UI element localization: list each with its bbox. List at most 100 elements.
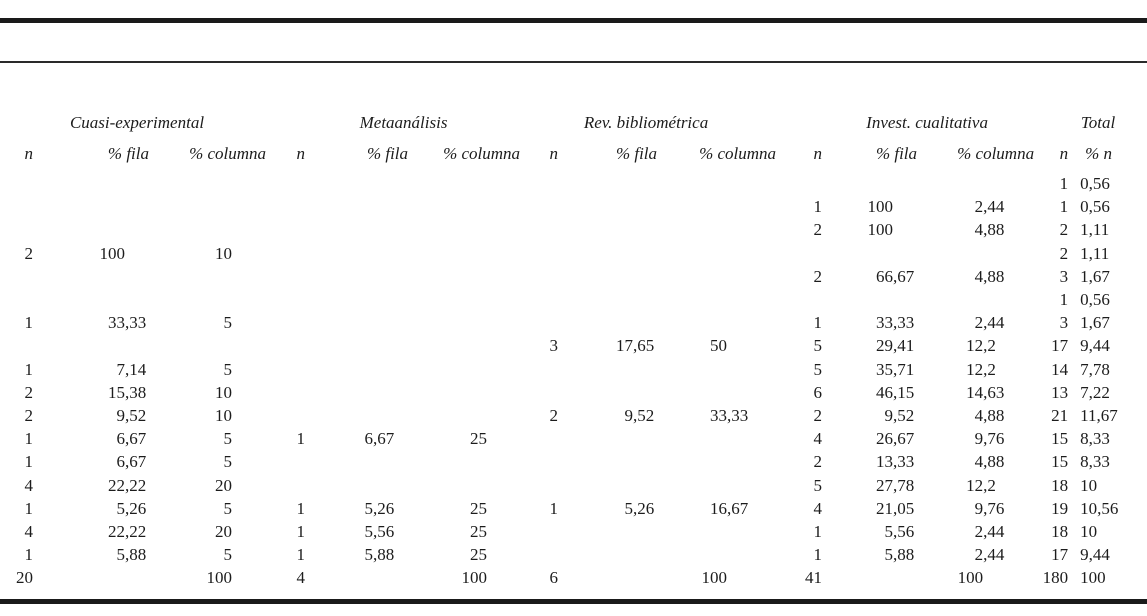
col-group-cuasi-experimental: Cuasi-experimental [69,113,205,132]
table-cell: 1 [813,545,823,565]
table-cell: 20 [16,568,33,588]
table-cell: 10 [215,406,233,426]
table-cell [256,265,305,288]
table-row: 2 100 10 2 1,11 [0,242,1147,265]
table-cell: 5,26 [364,498,395,518]
table-cell: 25 [470,498,488,518]
table-cell: 9,44 [1080,336,1110,356]
col-group-total: Total [1080,113,1116,132]
table-cell [558,566,657,589]
table-cell [0,172,33,195]
table-cell [305,218,397,241]
table-cell [256,381,305,404]
table-cell [397,288,511,311]
table-cell: 1 [24,498,34,518]
table-row: 1 100 2,44 1 0,56 [0,195,1147,218]
table-cell: 16,67 [710,498,749,518]
table-cell: 2,44 [974,522,1005,542]
table-cell [511,195,558,218]
table-cell [397,195,511,218]
table-cell [511,543,558,566]
table-cell: 25 [470,545,488,565]
table-cell [305,242,397,265]
top-thick-rule [0,18,1147,23]
table-cell: 15 [1051,452,1069,472]
table-cell: 2 [813,452,823,472]
table-cell: 100 [701,568,728,588]
table-cell: 5 [223,313,233,333]
table-row: 1 0,56 [0,172,1147,195]
table-cell [397,242,511,265]
table-cell: 5,88 [884,545,915,565]
table-cell: 9,52 [624,406,655,426]
header-meta-pct-fila: % fila [366,144,409,163]
table-cell [256,474,305,497]
header-rev-pct-columna: % columna [699,144,777,163]
table-cell [558,288,657,311]
table-cell: 1 [1059,290,1069,310]
header-invest-pct-fila: % fila [875,144,918,163]
table-cell [822,172,917,195]
table-cell [657,195,751,218]
table-cell: 5 [223,429,233,449]
table-cell: 5,56 [364,522,395,542]
table-row: 2 9,52 10 2 9,52 33,33 2 9,52 4,88 21 11,67 [0,404,1147,427]
header-cuasi-pct-columna: % columna [189,144,267,163]
col-group-metaanalisis: Metaanálisis [359,113,448,132]
table-cell [558,543,657,566]
table-cell: 14,63 [966,382,1005,402]
table-cell: 1 [296,522,306,542]
table-cell: 19 [1051,498,1069,518]
table-cell [33,566,149,589]
table-cell: 5,26 [624,498,655,518]
table-cell: 18 [1051,475,1069,495]
table-cell [256,288,305,311]
table-cell: 1 [296,429,306,449]
group-header-row: Cuasi-experimental Metaanálisis Rev. bib… [0,106,1147,140]
table-cell: 10 [215,382,233,402]
table-cell [511,358,558,381]
table-cell [305,566,397,589]
table-cell: 2 [1059,220,1069,240]
table-row: 1 6,67 5 1 6,67 25 4 26,67 9,76 15 8,33 [0,427,1147,450]
table-cell: 100 [957,568,984,588]
table-cell: 8,33 [1080,452,1110,472]
table-cell [511,218,558,241]
table-cell [305,288,397,311]
header-cuasi-n: n [24,144,34,163]
table-cell [657,288,751,311]
table-cell: 1 [1059,174,1069,193]
table-cell [33,288,149,311]
table-cell [256,195,305,218]
table-cell: 25 [470,429,488,449]
table-cell: 25 [470,522,488,542]
table-cell: 4,88 [974,406,1005,426]
table-cell: 13 [1051,382,1069,402]
table-cell: 8,33 [1080,429,1110,449]
table-cell: 2,44 [974,545,1005,565]
table-cell: 27,78 [876,475,915,495]
table-cell: 20 [215,475,233,495]
table-cell: 6,67 [116,452,147,472]
table-cell [149,195,256,218]
table-cell [657,520,751,543]
table-cell [149,265,256,288]
table-cell: 10,56 [1080,498,1119,518]
table-cell: 46,15 [876,382,915,402]
table-cell [558,311,657,334]
table-cell [305,311,397,334]
table-cell: 12,2 [966,475,996,495]
table-cell: 5 [813,359,823,379]
table-cell [256,450,305,473]
table-body: 1 0,56 1 100 2,44 1 0,56 2 100 4,88 2 1,11 2 100 10 2 1,… [0,172,1147,590]
table-cell: 4 [24,475,34,495]
table-cell: 66,67 [876,266,915,286]
table-cell: 1,11 [1080,243,1110,263]
table-cell: 17 [1051,545,1069,565]
table-cell: 4 [24,522,34,542]
table-row: 1 5,26 5 1 5,26 25 1 5,26 16,67 4 21,05 9,76 19 10,56 [0,497,1147,520]
table-cell [397,311,511,334]
table-cell: 1 [813,522,823,542]
table-cell [397,334,511,357]
